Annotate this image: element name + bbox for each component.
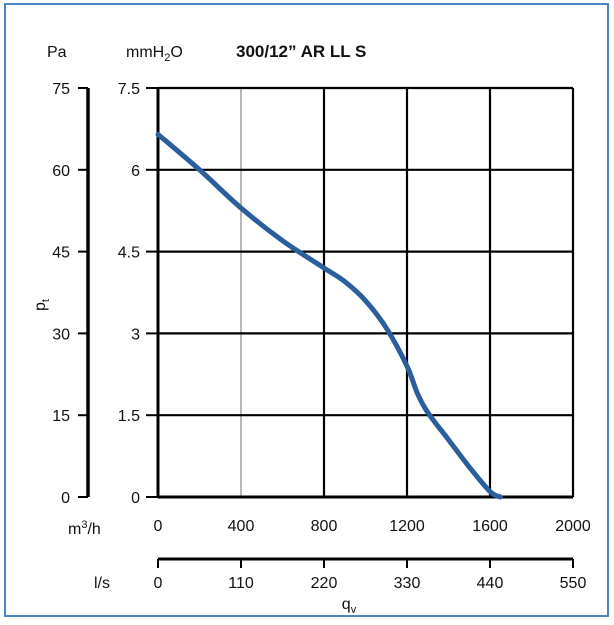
pa-tick-label: 45 (52, 245, 70, 262)
x-units-m3h: m3/h (68, 519, 101, 538)
chart-frame (4, 3, 609, 617)
pa-tick-label: 30 (52, 326, 70, 343)
series-layer (155, 131, 503, 500)
ls-tick-label: 330 (394, 575, 421, 592)
x-units-ls: l/s (94, 575, 110, 592)
mmh2o-tick-label: 7.5 (118, 81, 140, 98)
m3h-tick-label: 1600 (472, 518, 508, 535)
m3h-tick-label: 800 (311, 518, 338, 535)
mmh2o-tick-label: 3 (131, 326, 140, 343)
ls-tick-label: 440 (477, 575, 504, 592)
grid-layer (156, 86, 575, 499)
m3h-tick-label: 400 (228, 518, 255, 535)
mmh2o-tick-label: 6 (131, 163, 140, 180)
pa-tick-label: 15 (52, 408, 70, 425)
ls-tick-label: 0 (154, 575, 163, 592)
mmh2o-tick-label: 0 (131, 490, 140, 507)
y-units-pa: Pa (47, 44, 67, 61)
pa-tick-label: 60 (52, 163, 70, 180)
pa-tick-label: 0 (61, 490, 70, 507)
fan-curve-line (155, 131, 503, 500)
ls-tick-label: 550 (560, 575, 587, 592)
y-axis-label: pt (32, 299, 52, 311)
m3h-tick-label: 1200 (389, 518, 425, 535)
m3h-tick-label: 0 (154, 518, 163, 535)
ls-tick-label: 110 (228, 575, 254, 592)
mmh2o-tick-label: 4.5 (118, 245, 140, 262)
chart-title: 300/12” AR LL S (236, 42, 366, 61)
ls-tick-label: 220 (311, 575, 338, 592)
m3h-tick-label: 2000 (555, 518, 591, 535)
pa-tick-label: 75 (52, 81, 70, 98)
mmh2o-tick-label: 1.5 (118, 408, 140, 425)
